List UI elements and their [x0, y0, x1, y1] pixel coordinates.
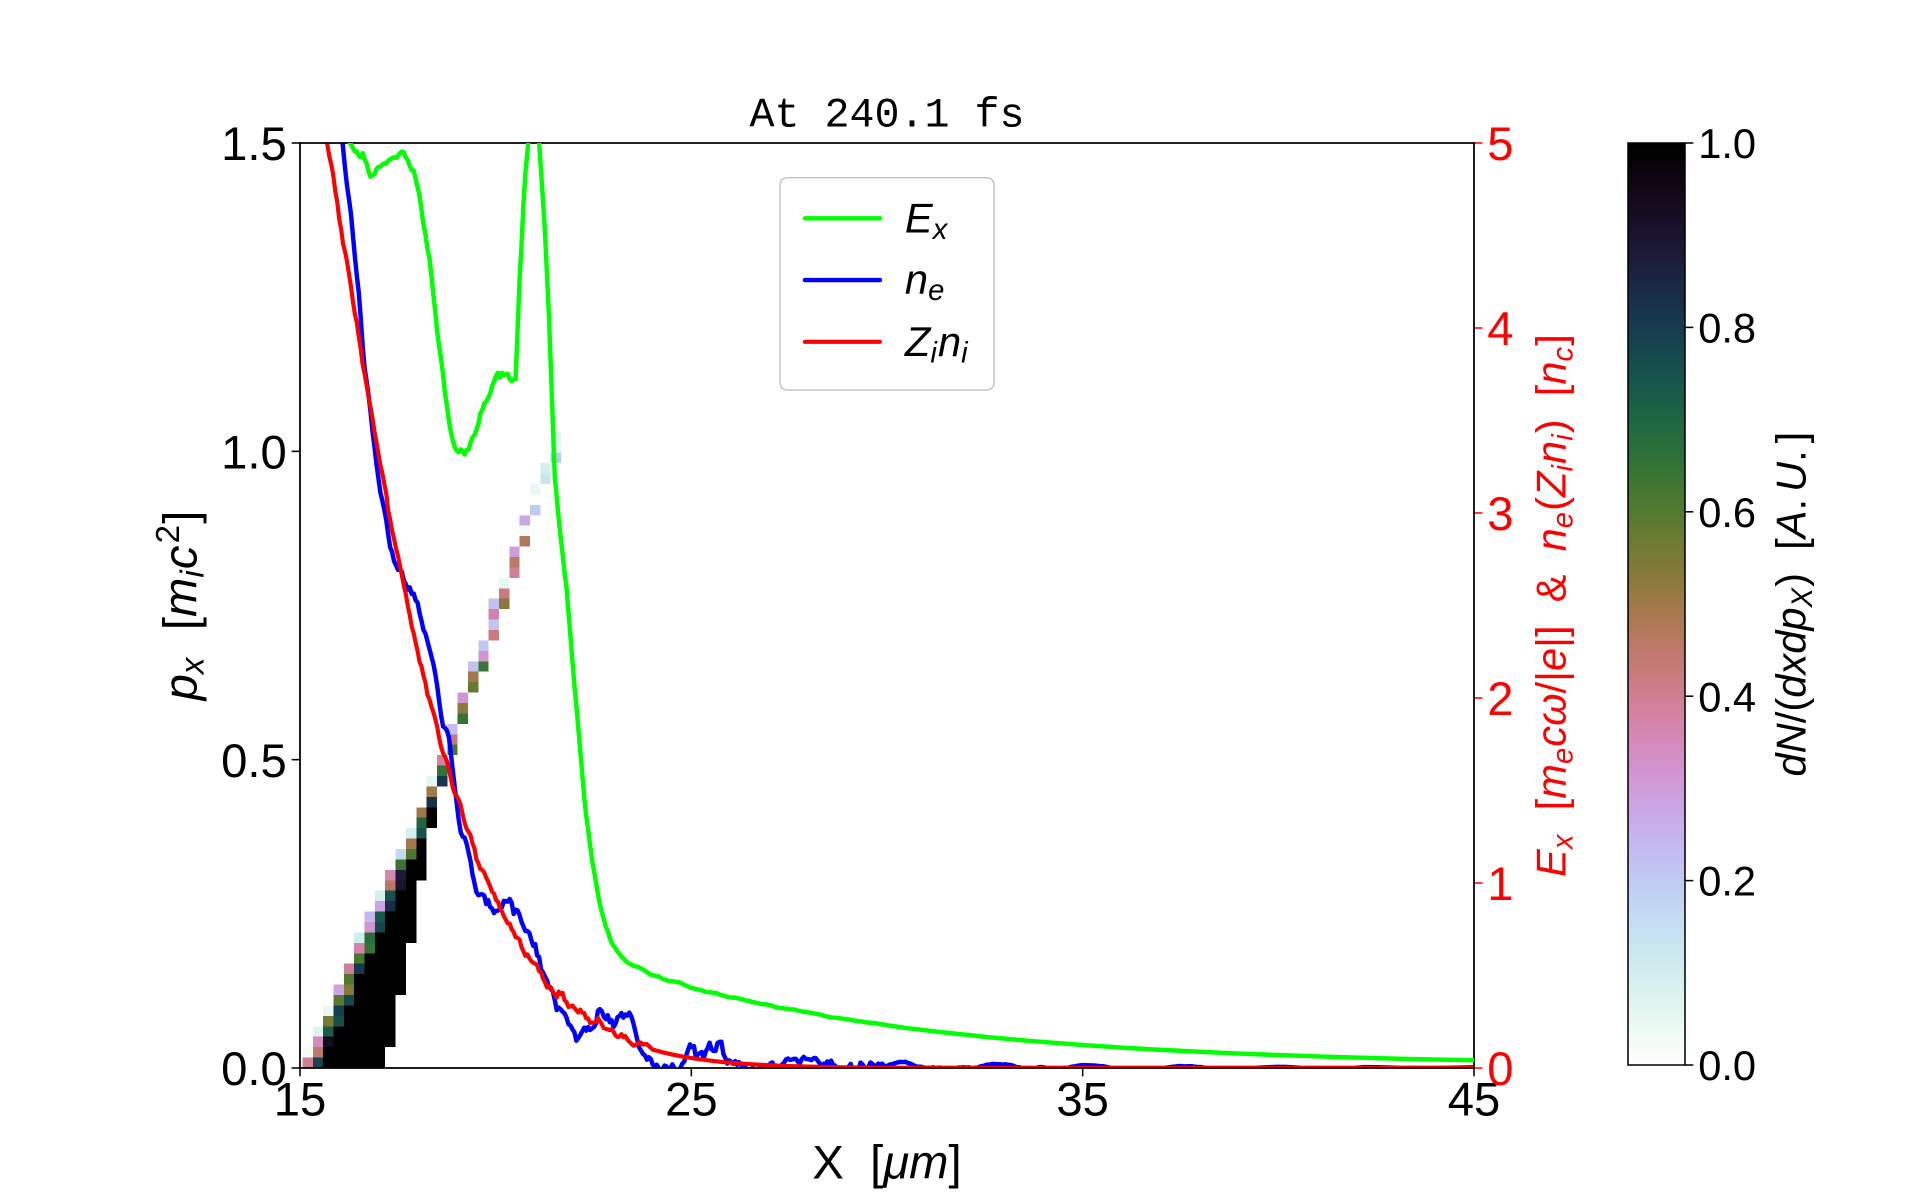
svg-text:5: 5 — [1487, 118, 1513, 171]
svg-text:X [: X [ ] μ m — [812, 1137, 967, 1190]
svg-text:1.0: 1.0 — [221, 426, 287, 479]
svg-text:0.4: 0.4 — [1698, 673, 1756, 720]
svg-text:35: 35 — [1056, 1073, 1109, 1126]
svg-text:1.5: 1.5 — [221, 118, 287, 171]
svg-text:2: 2 — [1487, 673, 1513, 726]
svg-text:E m c ω: E m c ω e n Z n n x e e i i c [ / | | ] — [1528, 334, 1580, 877]
svg-text:0: 0 — [1487, 1043, 1513, 1096]
svg-text:1: 1 — [1487, 858, 1513, 911]
svg-text:25: 25 — [665, 1073, 718, 1126]
svg-text:4: 4 — [1487, 303, 1513, 356]
svg-text:At 240.1 fs: At 240.1 fs — [750, 91, 1025, 139]
svg-text:3: 3 — [1487, 488, 1513, 541]
svg-text:0.0: 0.0 — [221, 1043, 287, 1096]
svg-text:0.6: 0.6 — [1698, 489, 1756, 536]
svg-text:0.2: 0.2 — [1698, 858, 1756, 905]
svg-text:0.0: 0.0 — [1698, 1042, 1756, 1089]
svg-text:0.8: 0.8 — [1698, 304, 1756, 351]
svg-text:1.0: 1.0 — [1698, 120, 1756, 167]
svg-text:0.5: 0.5 — [221, 735, 287, 788]
